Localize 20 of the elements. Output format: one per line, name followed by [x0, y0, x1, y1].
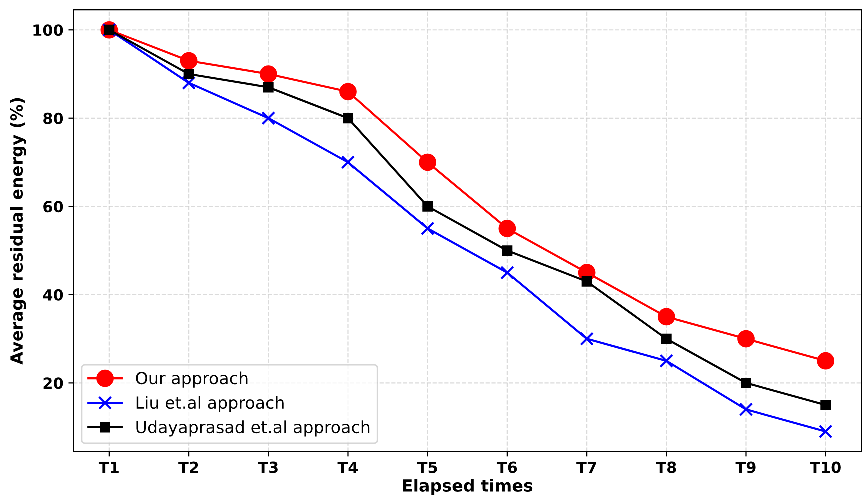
x-tick-label: T4 — [338, 462, 358, 474]
y-tick-label: 40 — [43, 289, 64, 301]
x-tick-label: T6 — [496, 462, 518, 474]
y-tick-label: 100 — [34, 24, 64, 36]
x-tick-label: T8 — [656, 462, 676, 474]
x-tick-label: T7 — [576, 462, 596, 474]
y-tick-label: 60 — [44, 201, 64, 213]
legend-label: Our approach — [136, 372, 248, 388]
legend-label: Liu et.al approach — [136, 396, 284, 412]
x-tick-label: T9 — [736, 462, 756, 474]
y-axis-title: Average residual energy (%) — [10, 98, 26, 365]
y-tick-label: 80 — [44, 112, 64, 124]
y-tick-label: 20 — [44, 378, 64, 390]
legend-label: Udayaprasad et.al approach — [136, 420, 370, 437]
x-tick-label: T2 — [178, 462, 198, 474]
x-tick-label: T10 — [810, 462, 841, 474]
x-tick-label: T3 — [258, 462, 278, 474]
x-tick-label: T5 — [417, 462, 438, 474]
x-tick-label: T1 — [98, 462, 119, 474]
x-axis-title: Elapsed times — [403, 479, 533, 496]
